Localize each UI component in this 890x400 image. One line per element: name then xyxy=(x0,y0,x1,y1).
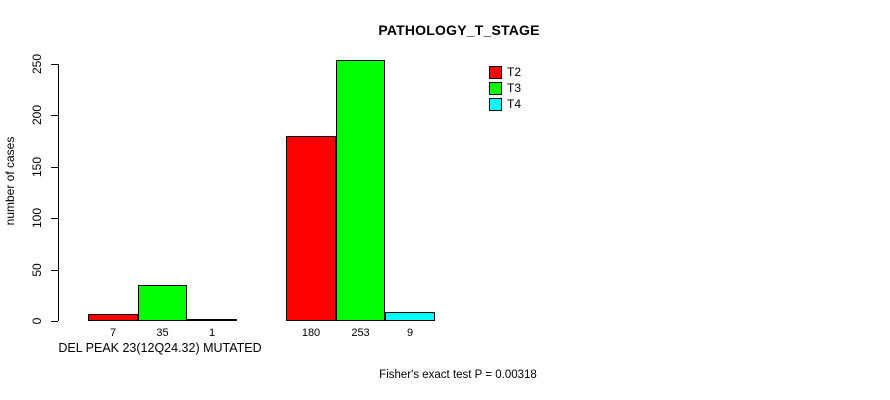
legend-label: T3 xyxy=(507,81,522,95)
y-tick-label: 0 xyxy=(29,317,44,325)
y-tick xyxy=(51,166,58,168)
bar-value-label: 180 xyxy=(301,327,321,339)
bar-t3-group2 xyxy=(336,60,385,321)
chart-title: PATHOLOGY_T_STAGE xyxy=(378,22,540,38)
bar-t2-group2 xyxy=(286,136,336,321)
legend-swatch-t2 xyxy=(489,65,502,79)
bar-t4-group2 xyxy=(385,312,435,321)
bar-value-label: 9 xyxy=(406,327,414,339)
bar-t2-group1 xyxy=(88,314,138,321)
y-axis-line xyxy=(58,63,59,321)
bar-t3-group1 xyxy=(138,285,187,321)
y-tick-label: 50 xyxy=(29,262,44,277)
y-tick xyxy=(51,269,58,271)
bar-t4-group1 xyxy=(187,319,237,321)
y-tick-label: 250 xyxy=(29,53,44,74)
bar-value-label: 253 xyxy=(351,327,370,339)
y-tick-label: 150 xyxy=(29,156,44,177)
y-tick xyxy=(51,115,58,116)
x-axis-label: DEL PEAK 23(12Q24.32) MUTATED xyxy=(58,341,262,355)
bar-value-label: 35 xyxy=(156,327,169,339)
legend-swatch-t4 xyxy=(489,97,502,111)
legend: T2 T3 T4 xyxy=(489,64,521,112)
fisher-test-annotation: Fisher's exact test P = 0.00318 xyxy=(379,369,537,381)
legend-label: T4 xyxy=(507,97,522,111)
legend-item-t3: T3 xyxy=(489,80,521,96)
y-tick-label: 200 xyxy=(29,104,44,126)
bar-value-label: 1 xyxy=(208,327,216,339)
legend-item-t4: T4 xyxy=(489,96,521,112)
y-tick xyxy=(51,63,58,65)
legend-label: T2 xyxy=(507,65,522,79)
legend-swatch-t3 xyxy=(489,81,502,95)
legend-item-t2: T2 xyxy=(489,64,521,80)
y-tick xyxy=(51,218,58,219)
y-axis-label: number of cases xyxy=(3,136,17,226)
bar-value-label: 7 xyxy=(109,327,117,339)
y-tick xyxy=(51,321,58,322)
y-tick-label: 100 xyxy=(29,207,44,229)
